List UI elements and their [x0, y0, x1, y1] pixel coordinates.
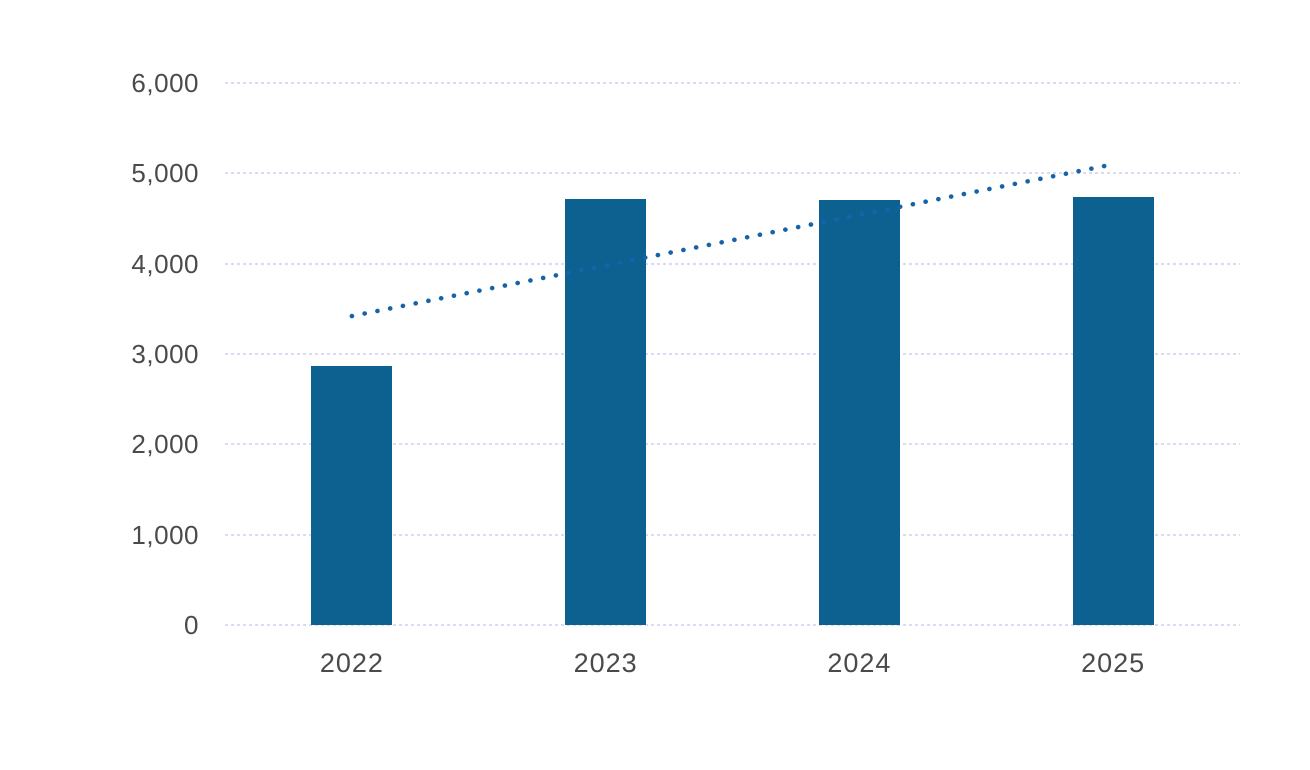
- gridline: [225, 533, 1240, 536]
- y-tick-label: 3,000: [131, 339, 199, 369]
- y-tick-label: 6,000: [131, 68, 199, 98]
- bar-2022: [311, 365, 393, 625]
- x-tick-label-2025: 2025: [1081, 648, 1146, 678]
- bar-chart-with-trendline: 0 1,000 2,000 3,000 4,000 5,000 6,000 2022 2023…: [40, 16, 1310, 770]
- y-tick-label: 2,000: [131, 429, 199, 460]
- trendline-path: [349, 162, 1116, 319]
- x-tick-label-2022: 2022: [319, 648, 384, 678]
- bar-2024: [818, 200, 900, 625]
- x-tick-label-2023: 2023: [573, 648, 638, 678]
- y-tick-label: 4,000: [131, 248, 199, 279]
- gridline: [225, 172, 1240, 175]
- y-tick-label: 1,000: [131, 519, 199, 550]
- x-tick-label-2024: 2024: [827, 648, 892, 678]
- bar-2023: [565, 198, 647, 625]
- y-tick-label: 5,000: [131, 158, 199, 189]
- gridline: [225, 624, 1240, 626]
- bar-2025: [1072, 196, 1154, 625]
- y-tick-label: 0: [184, 610, 199, 640]
- gridline: [225, 353, 1240, 355]
- gridline: [225, 82, 1240, 84]
- gridline: [225, 443, 1240, 446]
